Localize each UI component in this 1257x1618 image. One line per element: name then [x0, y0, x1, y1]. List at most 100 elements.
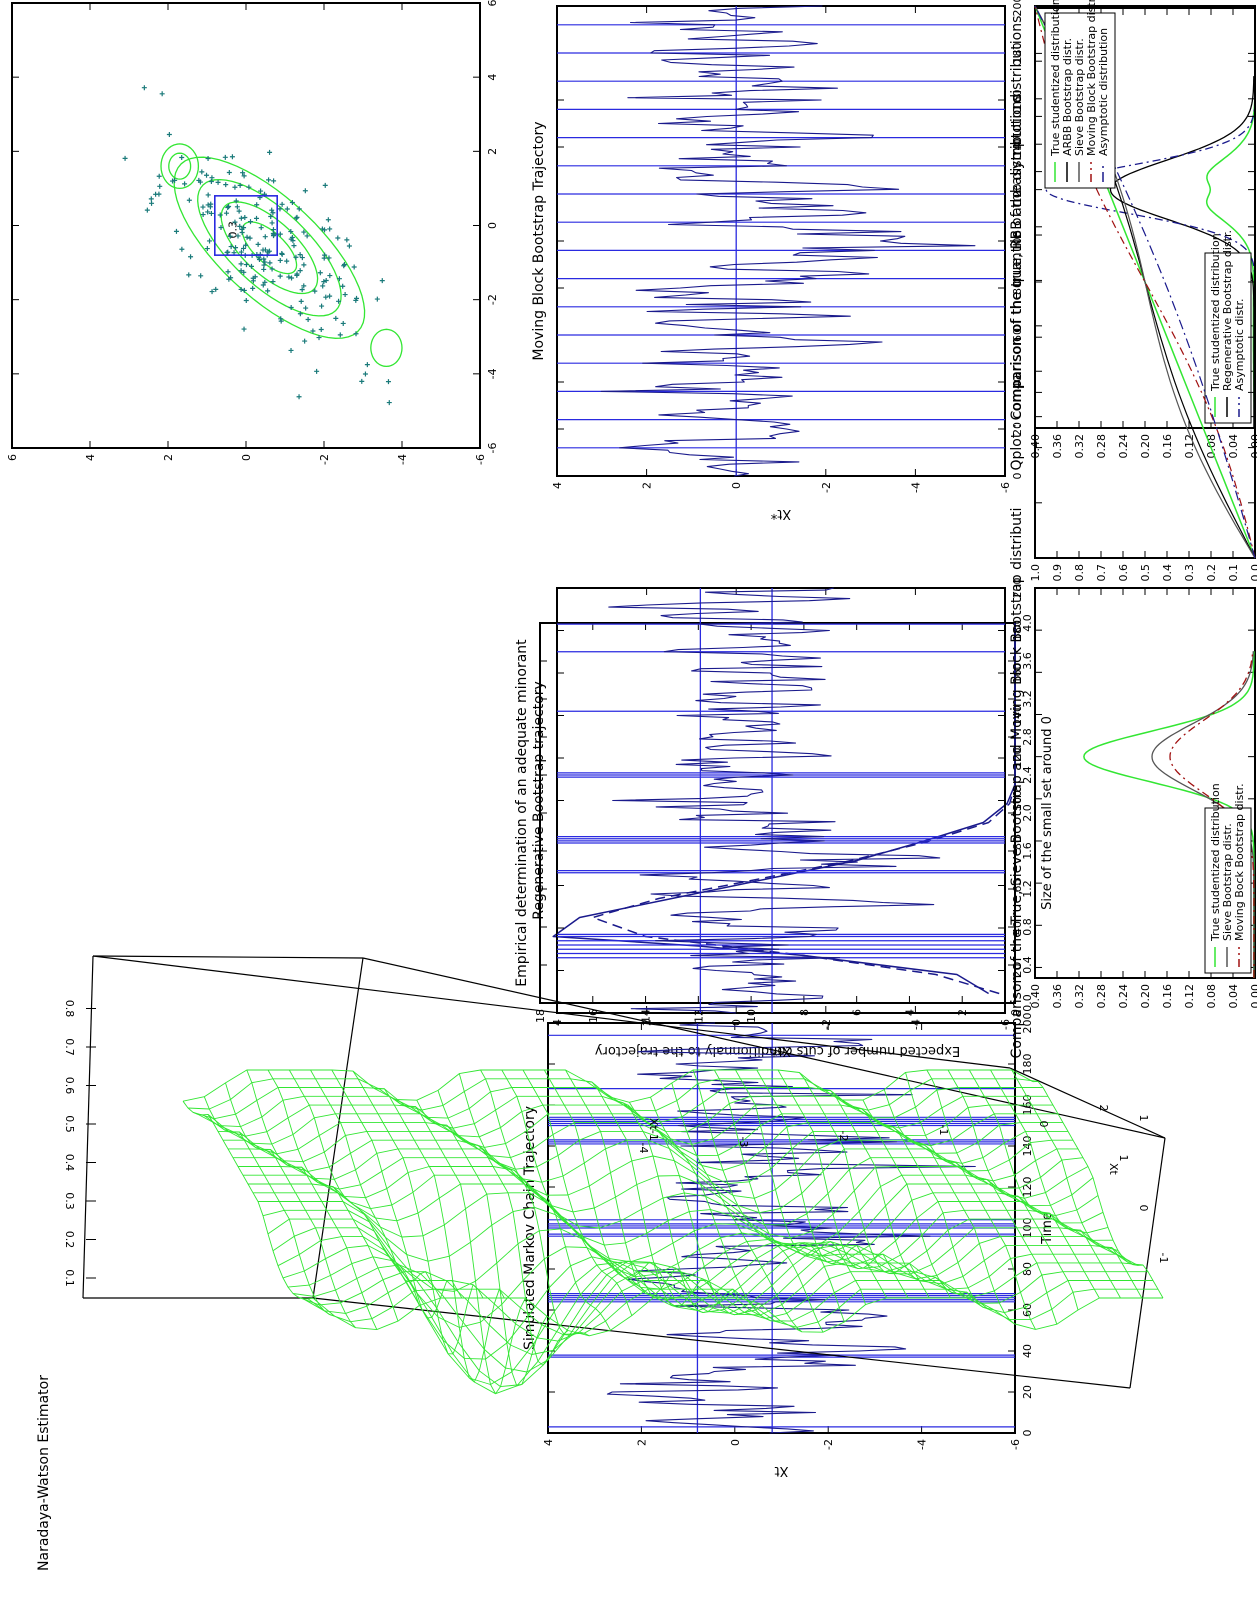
- x-tick-label: 6: [486, 0, 499, 7]
- scatter-point: [258, 225, 264, 231]
- series-mbb: [1034, 5, 1256, 559]
- scatter-point: [234, 204, 240, 210]
- scatter-point: [269, 266, 275, 272]
- mesh-line: [756, 1069, 888, 1299]
- scatter-point: [277, 257, 283, 263]
- x-tick-label: 20: [1021, 1385, 1034, 1399]
- z-tick-label: 0.4: [63, 1154, 76, 1172]
- x-tick-label: 80: [1011, 281, 1024, 295]
- scatter-point: [304, 233, 310, 239]
- minorization-box: [214, 195, 279, 256]
- y-tick-label: 2: [162, 454, 175, 461]
- scatter-point: [173, 228, 179, 234]
- mesh-line: [243, 1174, 1094, 1249]
- chart-subtitle: Choice of the minorization condition: [0, 99, 2, 353]
- scatter-point: [333, 315, 339, 321]
- mesh-line: [1011, 1069, 1143, 1299]
- scatter-point: [265, 288, 271, 294]
- scatter-point: [305, 316, 311, 322]
- y-tick-label: 0.32: [1073, 434, 1086, 459]
- mesh-line: [692, 1069, 824, 1333]
- scatter-point: [200, 204, 206, 210]
- legend-entry: Asymptotic distr.: [1233, 298, 1246, 391]
- scatter-point: [344, 237, 350, 243]
- scatter-point: [284, 206, 290, 212]
- scatter-point: [208, 210, 214, 216]
- scatter-point: [266, 177, 272, 183]
- legend-entry: True studentized distribution: [1049, 0, 1062, 157]
- scatter-point: [271, 178, 277, 184]
- scatter-point: [199, 169, 205, 175]
- x-tick-label: 1.6: [1021, 842, 1034, 860]
- scatter-point: [232, 184, 238, 190]
- legend-entry: Asymptotic distribution: [1097, 28, 1110, 156]
- scatter-point: [327, 273, 333, 279]
- legend-box: [1044, 12, 1116, 189]
- scatter-point: [237, 223, 243, 229]
- scatter-point: [172, 177, 178, 183]
- scatter-point: [204, 246, 210, 252]
- mesh-line: [798, 1072, 930, 1299]
- mesh-line: [883, 1089, 1015, 1325]
- scatter-point: [293, 254, 299, 260]
- y-tick-label: 0.24: [1117, 984, 1130, 1009]
- x-tick-label: 1.2: [1021, 880, 1034, 898]
- scatter-point: [340, 283, 346, 289]
- scatter-point: [359, 378, 365, 384]
- x-tick-label: 160: [1011, 663, 1024, 684]
- trajectory-line: [608, 587, 941, 1014]
- scatter-point: [337, 332, 343, 338]
- mesh-line: [225, 1082, 356, 1328]
- y-tick-label: 0.36: [1051, 984, 1064, 1009]
- cube-edge: [82, 955, 94, 1299]
- mesh-line: [862, 1099, 994, 1310]
- scatter-point: [198, 273, 204, 279]
- y-tick-label: 0.24: [1117, 434, 1130, 459]
- y-axis-label: Xt: [774, 1463, 788, 1478]
- scatter-point: [297, 311, 303, 317]
- chart-title: Comparison of the true, RBB and asymptot…: [1009, 16, 1025, 421]
- y-tick-label: 10: [745, 1009, 758, 1023]
- legend-entry: Moving Block Bootstrap distr.: [1085, 0, 1098, 156]
- scatter-point: [289, 199, 295, 205]
- y-tick-label: 0.0: [1249, 564, 1257, 582]
- scatter-point: [323, 294, 329, 300]
- y-tick-label: 2: [641, 482, 654, 489]
- x-tick-label: 0: [1011, 473, 1024, 480]
- scatter-point: [233, 245, 239, 251]
- mesh-line: [395, 1099, 526, 1395]
- chart-title: Regenerative Bootstrap trajectory: [531, 681, 547, 920]
- mesh-line: [238, 1166, 1089, 1239]
- mesh-line: [990, 1069, 1121, 1299]
- scatter-point: [227, 233, 233, 239]
- scatter-point: [196, 177, 202, 183]
- x-tick-label: 120: [1021, 1177, 1034, 1198]
- mesh-line: [735, 1069, 866, 1305]
- scatter-point: [353, 331, 359, 337]
- mesh-line: [926, 1069, 1058, 1325]
- scatter-point: [267, 260, 273, 266]
- scatter-point: [166, 131, 172, 137]
- x-tick-label: 1: [1117, 1155, 1130, 1162]
- scatter-point: [374, 296, 380, 302]
- scatter-point: [238, 215, 244, 221]
- y-tick-label: 1.0: [1029, 564, 1042, 582]
- mesh-line: [267, 1069, 399, 1322]
- y-tick-label: 0.04: [1227, 984, 1240, 1009]
- y-tick-label: 0.20: [1139, 984, 1152, 1009]
- y-tick-label: 4: [542, 1439, 555, 1446]
- mesh-line: [841, 1099, 973, 1299]
- scatter-point: [240, 170, 246, 176]
- mesh-line: [820, 1089, 951, 1299]
- scatter-point: [279, 201, 285, 207]
- scatter-point: [268, 214, 274, 220]
- scatter-point: [354, 295, 360, 301]
- y-tick-label: 0.8: [1073, 564, 1086, 582]
- mesh-line: [607, 1096, 739, 1314]
- x-tick-label: 0.8: [1021, 918, 1034, 936]
- y-tick-label: 0: [730, 1019, 743, 1026]
- scatter-point: [262, 279, 268, 285]
- chart-mbb: 0 20 40 60 80 100 120 140 160 180 200 -6 -4 -2 0 2 4 Movi…: [531, 0, 1024, 521]
- scatter-point: [256, 255, 262, 261]
- y-tick-label: 0.04: [1227, 434, 1240, 459]
